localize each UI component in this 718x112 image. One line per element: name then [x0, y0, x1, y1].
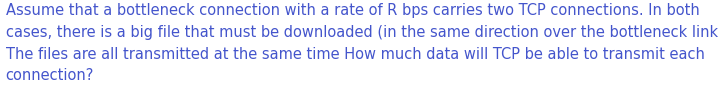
Text: Assume that a bottleneck connection with a rate of R bps carries two TCP connect: Assume that a bottleneck connection with… [6, 3, 718, 82]
